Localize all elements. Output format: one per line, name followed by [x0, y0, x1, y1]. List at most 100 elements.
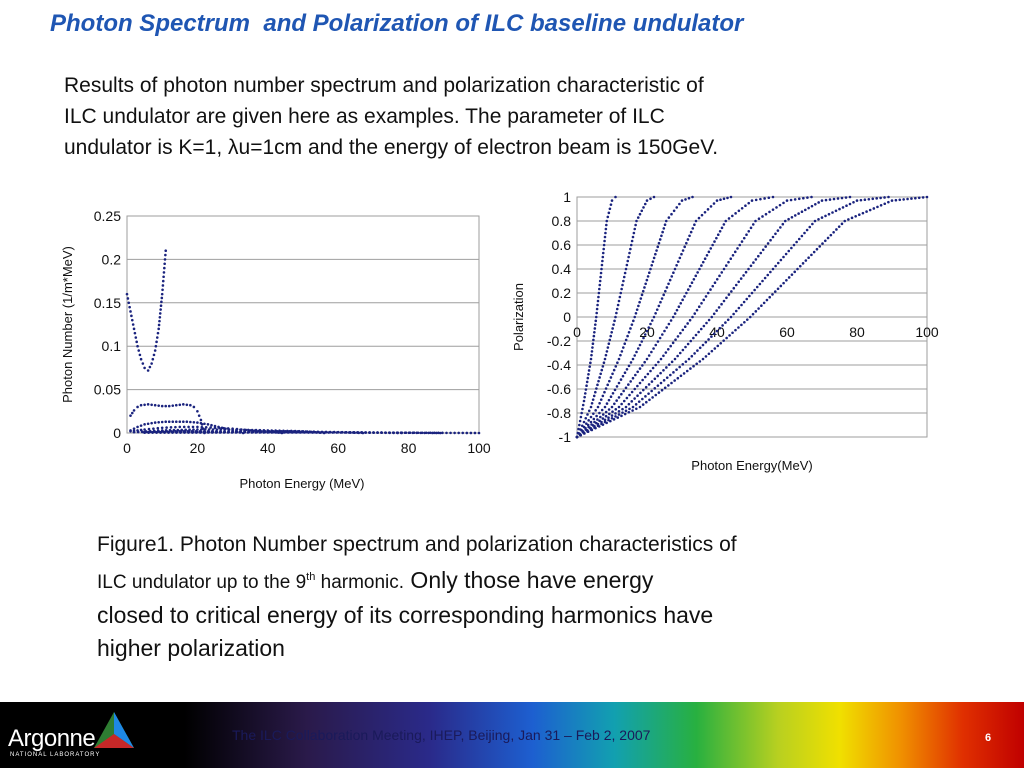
y-tick-label: -0.6 — [547, 381, 571, 397]
data-point — [787, 276, 791, 279]
data-point — [629, 243, 633, 247]
data-point — [453, 431, 456, 435]
data-point — [627, 402, 631, 406]
data-point — [615, 399, 618, 402]
y-tick-label: 0.25 — [94, 208, 121, 224]
data-point — [703, 257, 707, 261]
data-point — [596, 405, 600, 409]
x-tick-label: 0 — [573, 324, 581, 340]
data-point — [638, 343, 642, 347]
data-point — [431, 431, 434, 435]
data-point — [640, 209, 644, 213]
data-point — [610, 199, 614, 202]
y-tick-label: 0.1 — [102, 338, 122, 354]
data-point — [612, 323, 615, 326]
data-point — [653, 387, 657, 390]
data-point — [655, 249, 658, 252]
data-point — [737, 326, 740, 329]
data-point — [685, 369, 689, 373]
data-point — [163, 431, 166, 434]
data-point — [624, 338, 628, 342]
data-series — [575, 195, 733, 439]
data-point — [642, 206, 645, 209]
data-series — [575, 195, 694, 439]
data-point — [591, 342, 595, 346]
data-point — [872, 207, 876, 210]
intro-line: ILC undulator are given here as examples… — [64, 105, 665, 128]
data-point — [160, 292, 164, 296]
data-point — [668, 278, 672, 282]
data-point — [705, 321, 708, 325]
data-point — [722, 299, 726, 303]
data-point — [704, 355, 708, 358]
data-point — [631, 409, 634, 412]
caption-superscript: th — [306, 571, 316, 583]
data-point — [598, 402, 601, 405]
data-point — [167, 420, 171, 424]
data-point — [187, 425, 190, 429]
data-point — [363, 431, 367, 434]
data-point — [258, 431, 262, 434]
data-point — [711, 243, 714, 247]
data-point — [695, 308, 699, 312]
plot-frame — [126, 215, 480, 434]
data-point — [660, 297, 664, 300]
data-point — [744, 204, 747, 207]
data-point — [179, 431, 182, 434]
data-point — [160, 404, 164, 408]
data-point — [131, 323, 135, 326]
data-point — [656, 384, 660, 387]
data-point — [701, 357, 705, 361]
data-point — [615, 311, 618, 315]
data-point — [159, 304, 163, 307]
data-point — [630, 239, 634, 243]
data-point — [160, 296, 164, 300]
data-point — [167, 431, 170, 434]
data-point — [686, 322, 689, 325]
data-point — [879, 196, 882, 200]
y-axis-title: Polarization — [511, 283, 526, 351]
data-point — [620, 392, 623, 396]
data-point — [688, 318, 692, 322]
data-point — [754, 258, 758, 261]
data-point — [603, 390, 606, 394]
data-point — [335, 431, 339, 434]
data-point — [605, 219, 609, 223]
data-point — [157, 327, 160, 331]
data-point — [826, 236, 830, 240]
data-point — [757, 307, 760, 310]
data-point — [766, 242, 770, 245]
data-point — [633, 227, 637, 231]
data-point — [586, 413, 589, 416]
data-point — [598, 376, 601, 379]
data-point — [782, 255, 785, 259]
data-point — [692, 277, 696, 281]
data-point — [796, 267, 799, 271]
data-point — [691, 195, 694, 199]
data-point — [676, 376, 680, 380]
data-point — [715, 277, 719, 281]
data-point — [712, 202, 716, 205]
data-point — [737, 209, 741, 213]
data-point — [675, 308, 679, 312]
data-point — [619, 291, 623, 295]
data-point — [643, 333, 647, 336]
data-point — [636, 370, 639, 374]
data-point — [578, 419, 582, 423]
data-point — [696, 271, 699, 274]
data-point — [717, 306, 721, 309]
data-point — [634, 407, 638, 411]
data-point — [694, 333, 698, 337]
data-point — [669, 344, 672, 348]
data-point — [359, 431, 363, 434]
data-point — [141, 430, 144, 434]
data-point — [159, 431, 162, 434]
data-point — [742, 274, 745, 277]
data-point — [157, 420, 160, 424]
y-tick-label: -0.8 — [547, 405, 571, 421]
data-point — [646, 372, 650, 376]
data-point — [125, 292, 129, 296]
data-point — [663, 386, 667, 390]
data-point — [894, 198, 898, 202]
data-point — [160, 300, 163, 304]
